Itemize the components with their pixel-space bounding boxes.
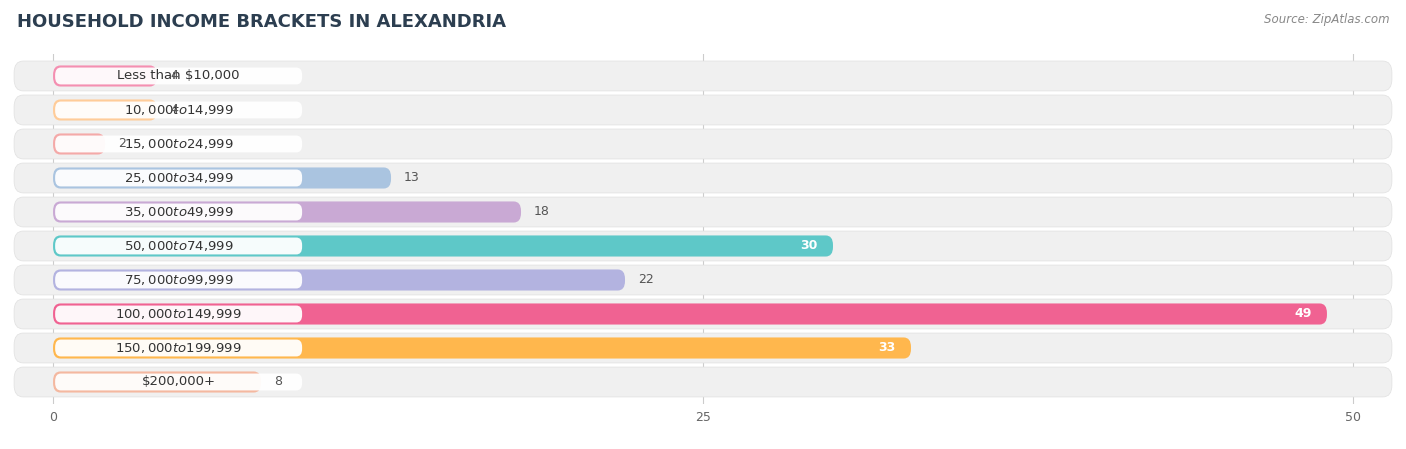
Text: 49: 49 xyxy=(1294,308,1312,321)
FancyBboxPatch shape xyxy=(53,133,105,154)
Text: Less than $10,000: Less than $10,000 xyxy=(117,70,240,83)
FancyBboxPatch shape xyxy=(53,167,391,189)
Text: $25,000 to $34,999: $25,000 to $34,999 xyxy=(124,171,233,185)
FancyBboxPatch shape xyxy=(14,367,1392,397)
FancyBboxPatch shape xyxy=(55,374,302,391)
Text: $100,000 to $149,999: $100,000 to $149,999 xyxy=(115,307,242,321)
Text: 22: 22 xyxy=(638,273,654,286)
FancyBboxPatch shape xyxy=(53,371,262,392)
FancyBboxPatch shape xyxy=(55,67,302,84)
FancyBboxPatch shape xyxy=(55,203,302,220)
Text: 8: 8 xyxy=(274,375,283,388)
Text: 13: 13 xyxy=(404,172,420,185)
FancyBboxPatch shape xyxy=(55,136,302,152)
Text: 4: 4 xyxy=(170,70,179,83)
FancyBboxPatch shape xyxy=(55,339,302,357)
FancyBboxPatch shape xyxy=(14,163,1392,193)
Text: $10,000 to $14,999: $10,000 to $14,999 xyxy=(124,103,233,117)
Text: $150,000 to $199,999: $150,000 to $199,999 xyxy=(115,341,242,355)
FancyBboxPatch shape xyxy=(53,304,1327,325)
FancyBboxPatch shape xyxy=(55,238,302,255)
FancyBboxPatch shape xyxy=(53,202,522,223)
FancyBboxPatch shape xyxy=(55,170,302,186)
FancyBboxPatch shape xyxy=(14,231,1392,261)
FancyBboxPatch shape xyxy=(14,299,1392,329)
FancyBboxPatch shape xyxy=(53,269,626,291)
FancyBboxPatch shape xyxy=(53,235,832,256)
FancyBboxPatch shape xyxy=(55,101,302,119)
FancyBboxPatch shape xyxy=(53,99,157,120)
FancyBboxPatch shape xyxy=(53,66,157,87)
FancyBboxPatch shape xyxy=(14,61,1392,91)
FancyBboxPatch shape xyxy=(55,272,302,288)
FancyBboxPatch shape xyxy=(14,197,1392,227)
Text: $50,000 to $74,999: $50,000 to $74,999 xyxy=(124,239,233,253)
Text: $35,000 to $49,999: $35,000 to $49,999 xyxy=(124,205,233,219)
Text: $200,000+: $200,000+ xyxy=(142,375,215,388)
Text: $75,000 to $99,999: $75,000 to $99,999 xyxy=(124,273,233,287)
Text: HOUSEHOLD INCOME BRACKETS IN ALEXANDRIA: HOUSEHOLD INCOME BRACKETS IN ALEXANDRIA xyxy=(17,13,506,31)
Text: 30: 30 xyxy=(800,239,817,252)
FancyBboxPatch shape xyxy=(14,95,1392,125)
FancyBboxPatch shape xyxy=(14,129,1392,159)
Text: 4: 4 xyxy=(170,103,179,116)
FancyBboxPatch shape xyxy=(14,265,1392,295)
Text: 2: 2 xyxy=(118,137,127,150)
FancyBboxPatch shape xyxy=(55,306,302,322)
Text: Source: ZipAtlas.com: Source: ZipAtlas.com xyxy=(1264,13,1389,26)
FancyBboxPatch shape xyxy=(53,338,911,359)
Text: $15,000 to $24,999: $15,000 to $24,999 xyxy=(124,137,233,151)
Text: 33: 33 xyxy=(879,342,896,355)
Text: 18: 18 xyxy=(534,206,550,219)
FancyBboxPatch shape xyxy=(14,333,1392,363)
